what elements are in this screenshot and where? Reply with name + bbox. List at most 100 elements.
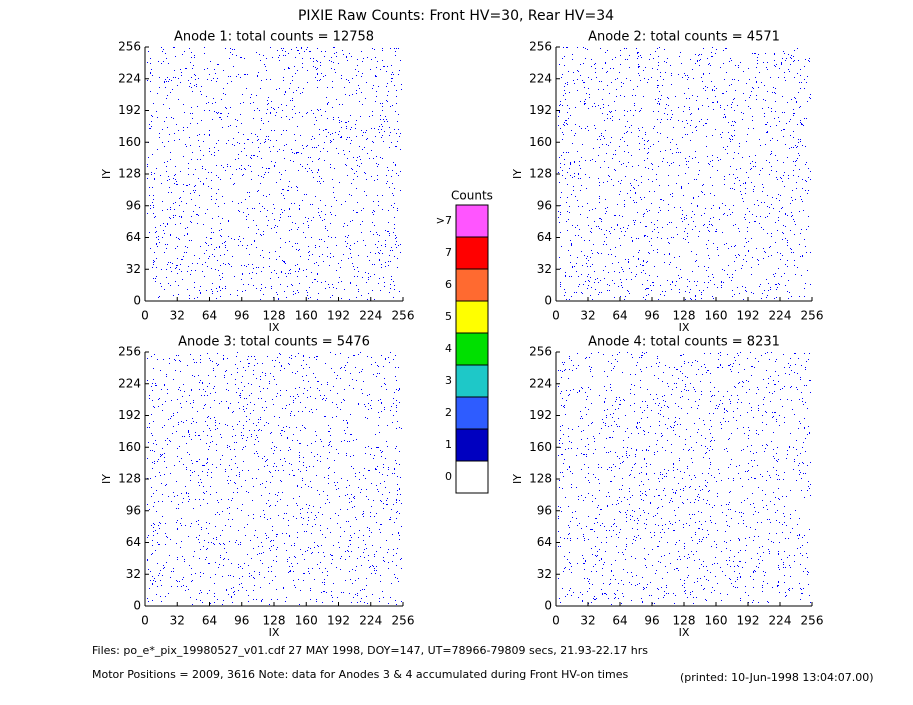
x-tick-label: 0 <box>141 309 149 323</box>
x-tick-label: 224 <box>359 614 382 628</box>
colorbar-label: 0 <box>445 470 452 483</box>
x-tick-label: 192 <box>327 614 350 628</box>
color-box <box>455 332 489 366</box>
y-tick-label: 160 <box>529 440 552 454</box>
y-tick-label: 160 <box>118 135 141 149</box>
y-tick-label: 256 <box>529 345 552 359</box>
x-tick-label: 224 <box>769 309 792 323</box>
x-tick-label: 160 <box>705 614 728 628</box>
x-tick-label: 128 <box>673 309 696 323</box>
x-axis-label: IX <box>269 626 280 639</box>
x-axis-label: IX <box>679 321 690 334</box>
y-tick-label: 32 <box>537 262 552 276</box>
x-tick-label: 192 <box>737 614 760 628</box>
x-tick-label: 0 <box>141 614 149 628</box>
panel-title: Anode 2: total counts = 4571 <box>588 30 780 45</box>
y-tick-label: 0 <box>133 599 141 613</box>
y-tick-label: 0 <box>544 294 552 308</box>
y-tick-label: 160 <box>529 135 552 149</box>
y-tick-label: 96 <box>537 503 552 517</box>
x-tick-label: 64 <box>202 309 217 323</box>
y-tick-label: 0 <box>133 294 141 308</box>
y-tick-label: 32 <box>126 262 141 276</box>
color-box <box>455 236 489 270</box>
pixel-texture <box>558 47 811 300</box>
pixel-texture <box>147 47 402 300</box>
colorbar-label: 4 <box>445 342 452 355</box>
x-tick-label: 192 <box>737 309 760 323</box>
x-tick-label: 96 <box>644 309 659 323</box>
x-tick-label: 32 <box>580 309 595 323</box>
footer-motor: Motor Positions = 2009, 3616 Note: data … <box>92 668 628 681</box>
y-tick-label: 192 <box>529 103 552 117</box>
color-box <box>455 460 489 494</box>
x-tick-label: 160 <box>295 614 318 628</box>
y-tick-label: 192 <box>529 408 552 422</box>
colorbar-label: 3 <box>445 374 452 387</box>
x-tick-label: 256 <box>801 309 824 323</box>
x-tick-label: 32 <box>170 309 185 323</box>
panel-title: Anode 4: total counts = 8231 <box>588 335 780 350</box>
y-tick-label: 256 <box>118 40 141 54</box>
x-tick-label: 224 <box>769 614 792 628</box>
colorbar-label: >7 <box>436 214 452 227</box>
color-box <box>455 428 489 462</box>
y-tick-label: 192 <box>118 103 141 117</box>
y-tick-label: 128 <box>529 167 552 181</box>
y-axis-label: IY <box>100 474 113 484</box>
y-tick-label: 96 <box>126 503 141 517</box>
colorbar-label: 2 <box>445 406 452 419</box>
y-tick-label: 224 <box>118 71 141 85</box>
x-tick-label: 128 <box>673 614 696 628</box>
footer-files: Files: po_e*_pix_19980527_v01.cdf 27 MAY… <box>92 644 648 657</box>
colorbar-label: 1 <box>445 438 452 451</box>
y-tick-label: 224 <box>118 376 141 390</box>
x-tick-label: 64 <box>612 309 627 323</box>
y-tick-label: 0 <box>544 599 552 613</box>
x-tick-label: 160 <box>705 309 728 323</box>
color-box <box>455 300 489 334</box>
colorbar-title: Counts <box>451 189 493 203</box>
x-tick-label: 64 <box>612 614 627 628</box>
footer-printed: (printed: 10-Jun-1998 13:04:07.00) <box>680 671 874 684</box>
page-title: PIXIE Raw Counts: Front HV=30, Rear HV=3… <box>298 8 614 24</box>
y-tick-label: 64 <box>537 230 552 244</box>
y-tick-label: 256 <box>118 345 141 359</box>
color-box <box>455 396 489 430</box>
colorbar-label: 7 <box>445 246 452 259</box>
color-box <box>455 268 489 302</box>
y-tick-label: 128 <box>529 472 552 486</box>
y-tick-label: 224 <box>529 376 552 390</box>
color-box <box>455 364 489 398</box>
x-tick-label: 96 <box>234 309 249 323</box>
x-axis-label: IX <box>269 321 280 334</box>
y-tick-label: 256 <box>529 40 552 54</box>
y-tick-label: 192 <box>118 408 141 422</box>
y-tick-label: 64 <box>537 535 552 549</box>
x-tick-label: 96 <box>234 614 249 628</box>
y-tick-label: 32 <box>126 567 141 581</box>
x-tick-label: 224 <box>359 309 382 323</box>
y-tick-label: 160 <box>118 440 141 454</box>
pixel-texture <box>558 352 811 605</box>
y-axis-label: IY <box>511 474 524 484</box>
x-tick-label: 64 <box>202 614 217 628</box>
y-axis-label: IY <box>511 169 524 179</box>
y-tick-label: 64 <box>126 230 141 244</box>
x-tick-label: 256 <box>392 614 415 628</box>
x-axis-label: IX <box>679 626 690 639</box>
color-box <box>455 204 489 238</box>
x-tick-label: 192 <box>327 309 350 323</box>
y-axis-label: IY <box>100 169 113 179</box>
panel-title: Anode 1: total counts = 12758 <box>174 30 374 45</box>
colorbar-label: 6 <box>445 278 452 291</box>
pixel-texture <box>147 352 402 605</box>
x-tick-label: 256 <box>392 309 415 323</box>
x-tick-label: 128 <box>263 614 286 628</box>
y-tick-label: 64 <box>126 535 141 549</box>
y-tick-label: 128 <box>118 472 141 486</box>
x-tick-label: 32 <box>170 614 185 628</box>
colorbar-label: 5 <box>445 310 452 323</box>
x-tick-label: 256 <box>801 614 824 628</box>
